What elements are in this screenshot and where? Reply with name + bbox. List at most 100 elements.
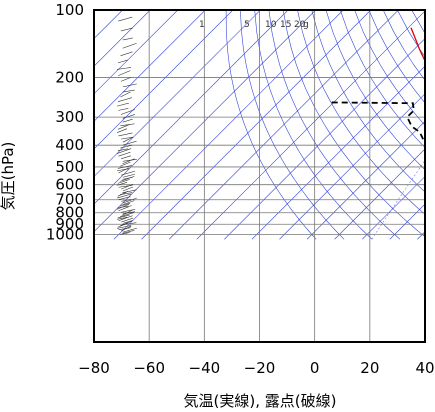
dry-adiabat-line [340, 10, 425, 149]
wind-barb [119, 232, 131, 235]
profile-series [328, 27, 425, 146]
wind-barb [118, 167, 129, 174]
dry-adiabat-line [282, 10, 425, 238]
wind-barb [120, 144, 133, 149]
mixing-ratio-label: 20 [294, 20, 306, 30]
wind-barb [120, 109, 136, 115]
y-tick-label: 300 [55, 108, 84, 126]
wind-barb [116, 148, 132, 154]
wind-barb [122, 211, 135, 215]
y-axis-title: 気圧(hPa) [0, 142, 17, 211]
wind-barb [122, 114, 135, 119]
x-axis-title: 気温(実線), 露点(破線) [184, 392, 337, 410]
wind-barb [117, 214, 130, 219]
y-tick-label: 700 [55, 191, 84, 209]
wind-barb [117, 59, 129, 64]
isotherm-line [94, 10, 289, 205]
wind-barb [121, 208, 136, 213]
isotherm-line [94, 10, 234, 150]
wind-barb [122, 230, 135, 234]
wind-barb [117, 225, 132, 229]
isotherm-line [94, 10, 316, 233]
wind-barb [120, 183, 134, 190]
wind-barb [121, 199, 132, 202]
x-tick-label: −40 [189, 359, 221, 377]
wind-barb [116, 182, 128, 186]
wind-barb [117, 148, 128, 152]
wind-barb [120, 161, 131, 167]
wind-barb [122, 220, 133, 224]
wind-barb [118, 215, 133, 221]
wind-barb [122, 173, 135, 178]
wind-barb [116, 67, 132, 70]
isotherm-line [306, 120, 425, 240]
wind-barb [122, 83, 137, 88]
wind-barb [122, 200, 135, 205]
wind-barb [118, 184, 133, 188]
profile-line-dashed-black [328, 101, 425, 146]
wind-barb [118, 151, 131, 157]
dry-adiabat-line [382, 10, 425, 81]
wind-barb [118, 227, 131, 231]
mixing-ratio-label: 1 [199, 20, 205, 30]
isotherm-line [94, 10, 178, 95]
wind-barb [120, 155, 132, 160]
wind-barb [117, 97, 133, 102]
wind-barb [122, 222, 137, 225]
isotherm-line [94, 10, 261, 177]
dry-adiabat-line [311, 10, 425, 193]
mixing-ratio-label: 10 [265, 20, 277, 30]
wind-barb [120, 202, 131, 207]
isotherm-line [251, 65, 425, 240]
wind-barb [120, 136, 134, 140]
wind-barbs [116, 10, 138, 235]
wind-barb [122, 177, 133, 180]
x-tick-label: 20 [360, 359, 379, 377]
wind-barb [120, 212, 135, 217]
wind-barb [116, 193, 132, 199]
y-tick-label: 400 [55, 136, 84, 154]
wind-barb [122, 189, 137, 194]
mixing-ratio-label: g [303, 20, 309, 30]
wind-barb [120, 51, 133, 57]
plot-frame [93, 9, 426, 343]
profile-line-solid-red [410, 27, 425, 63]
isotherm-line [94, 10, 206, 122]
wind-barb [122, 209, 133, 216]
x-tick-label: −20 [244, 359, 276, 377]
y-tick-label: 900 [55, 215, 84, 233]
dry-adiabat-line [254, 10, 373, 240]
y-tick-label: 600 [55, 176, 84, 194]
y-tick-label: 500 [55, 158, 84, 176]
dry-adiabat-line [268, 10, 401, 240]
wind-barb [118, 132, 133, 137]
dry-adiabat-line [426, 10, 435, 239]
reference-lines [94, 10, 435, 240]
wind-barb [120, 170, 136, 176]
wind-barb [117, 179, 130, 184]
wind-barb [117, 165, 132, 169]
wind-barb [120, 27, 133, 32]
wind-barb [122, 118, 133, 123]
mixing-ratio-line [371, 159, 425, 240]
x-tick-label: 0 [310, 359, 320, 377]
isotherm-line [417, 231, 425, 240]
isotherm-line [196, 10, 425, 240]
wind-barb [122, 136, 133, 143]
y-tick-label: 800 [55, 204, 84, 222]
isotherm-line [334, 148, 425, 240]
wind-barb [122, 140, 137, 146]
isotherm-line [141, 10, 372, 240]
x-axis-ticks: −80 −60 −40 −20 0 20 40 [78, 359, 434, 377]
isotherm-line [362, 176, 425, 240]
wind-barb [118, 206, 129, 212]
isotherm-line [168, 10, 399, 240]
dry-adiabat-line [325, 10, 425, 171]
wind-barb [117, 124, 131, 130]
wind-barb [122, 158, 135, 165]
wind-barb [118, 108, 129, 111]
wind-barb [120, 91, 131, 98]
wind-barb [120, 77, 131, 82]
